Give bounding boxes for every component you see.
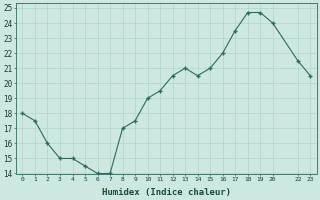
X-axis label: Humidex (Indice chaleur): Humidex (Indice chaleur) [102, 188, 231, 197]
